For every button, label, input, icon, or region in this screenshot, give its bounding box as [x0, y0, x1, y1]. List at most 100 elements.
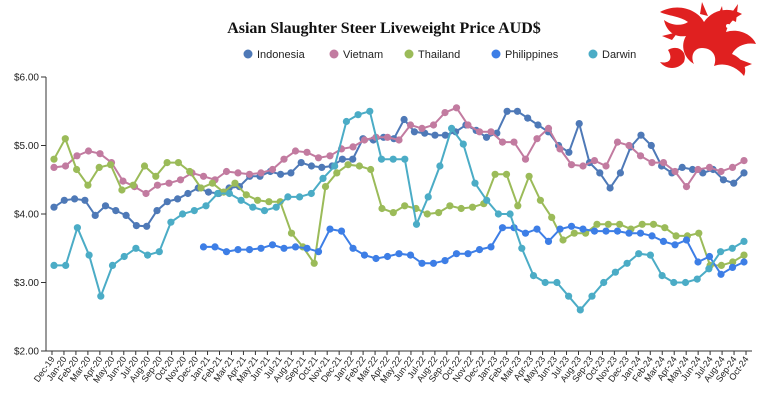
data-point-philippines [567, 222, 576, 230]
data-point-indonesia [101, 202, 110, 210]
data-point-philippines [579, 225, 587, 233]
data-point-philippines [521, 229, 530, 237]
chart-title: Asian Slaughter Steer Liveweight Price A… [227, 20, 541, 37]
data-point-philippines [487, 243, 495, 251]
data-point-vietnam [406, 121, 415, 129]
data-point-thailand [231, 179, 239, 187]
data-point-vietnam [682, 183, 691, 191]
data-point-darwin [670, 278, 678, 287]
data-point-philippines [418, 259, 426, 267]
data-point-vietnam [498, 138, 507, 146]
legend-marker-darwin [588, 49, 598, 59]
data-point-vietnam [418, 124, 426, 132]
data-point-darwin [623, 259, 631, 267]
data-point-philippines [429, 259, 438, 267]
data-point-thailand [536, 196, 545, 204]
data-point-vietnam [291, 147, 300, 155]
data-point-indonesia [400, 115, 408, 124]
data-point-darwin [331, 162, 339, 170]
data-point-darwin [319, 174, 327, 182]
data-point-darwin [424, 193, 432, 201]
data-point-vietnam [360, 136, 369, 144]
data-point-thailand [548, 213, 556, 221]
data-point-darwin [73, 224, 81, 232]
series-philippines [199, 222, 748, 278]
legend-label-philippines: Philippines [505, 49, 559, 61]
data-point-darwin [284, 193, 292, 201]
data-point-darwin [342, 117, 350, 126]
legend-marker-indonesia [243, 49, 253, 59]
data-point-vietnam [452, 104, 461, 112]
data-point-darwin [296, 193, 304, 201]
data-point-darwin [717, 248, 725, 256]
data-point-vietnam [326, 152, 334, 160]
data-point-vietnam [73, 152, 81, 160]
data-point-darwin [436, 162, 444, 170]
data-point-philippines [533, 225, 541, 233]
data-point-darwin [272, 203, 280, 211]
data-point-philippines [705, 252, 714, 261]
data-point-vietnam [740, 157, 748, 165]
data-point-thailand [242, 191, 250, 199]
data-point-thailand [570, 229, 578, 237]
data-point-vietnam [153, 181, 162, 189]
data-point-thailand [740, 251, 748, 259]
data-point-vietnam [625, 141, 633, 150]
data-point-indonesia [132, 222, 140, 230]
data-point-philippines [222, 248, 231, 256]
data-point-vietnam [383, 133, 392, 141]
data-point-vietnam [705, 163, 714, 171]
data-point-thailand [378, 204, 386, 213]
data-point-philippines [372, 254, 380, 263]
data-point-thailand [84, 181, 92, 189]
data-point-vietnam [50, 163, 58, 171]
data-point-thailand [649, 220, 658, 228]
data-point-vietnam [613, 138, 622, 146]
data-point-thailand [491, 170, 499, 178]
data-point-thailand [502, 170, 511, 178]
data-point-vietnam [636, 152, 645, 160]
series-indonesia [50, 107, 748, 230]
data-point-thailand [638, 220, 646, 228]
data-point-philippines [602, 227, 610, 235]
data-point-indonesia [184, 189, 192, 198]
data-point-thailand [367, 165, 375, 174]
data-point-vietnam [510, 138, 518, 146]
series-darwin [50, 107, 748, 314]
data-point-darwin [459, 140, 467, 148]
data-point-thailand [593, 220, 601, 228]
data-point-darwin [565, 292, 573, 300]
data-point-vietnam [119, 177, 127, 185]
legend: Indonesia Vietnam Thailand Philippines Darwi… [243, 49, 636, 61]
data-point-darwin [529, 272, 538, 280]
data-point-vietnam [234, 169, 242, 177]
data-point-philippines [464, 250, 472, 258]
data-point-vietnam [521, 155, 530, 163]
data-point-indonesia [318, 163, 326, 171]
data-point-philippines [360, 251, 369, 259]
y-tick-label: $5.00 [14, 141, 39, 152]
data-point-darwin [120, 252, 128, 261]
data-point-indonesia [122, 211, 130, 219]
data-point-vietnam [222, 167, 231, 176]
data-point-vietnam [61, 162, 70, 170]
data-point-darwin [214, 189, 222, 198]
data-point-philippines [636, 229, 645, 237]
data-point-indonesia [596, 169, 604, 177]
data-point-vietnam [395, 136, 403, 144]
data-point-philippines [475, 246, 484, 254]
data-point-vietnam [268, 165, 277, 174]
data-point-indonesia [534, 121, 542, 129]
data-point-vietnam [142, 189, 150, 198]
data-point-indonesia [349, 155, 357, 163]
data-point-vietnam [544, 124, 553, 132]
data-point-darwin [389, 155, 397, 163]
series-vietnam [50, 104, 748, 198]
data-point-thailand [61, 135, 69, 143]
data-point-indonesia [524, 114, 532, 122]
data-point-darwin [740, 237, 748, 245]
data-point-vietnam [533, 135, 541, 143]
data-point-darwin [377, 155, 386, 163]
data-point-philippines [314, 248, 323, 256]
